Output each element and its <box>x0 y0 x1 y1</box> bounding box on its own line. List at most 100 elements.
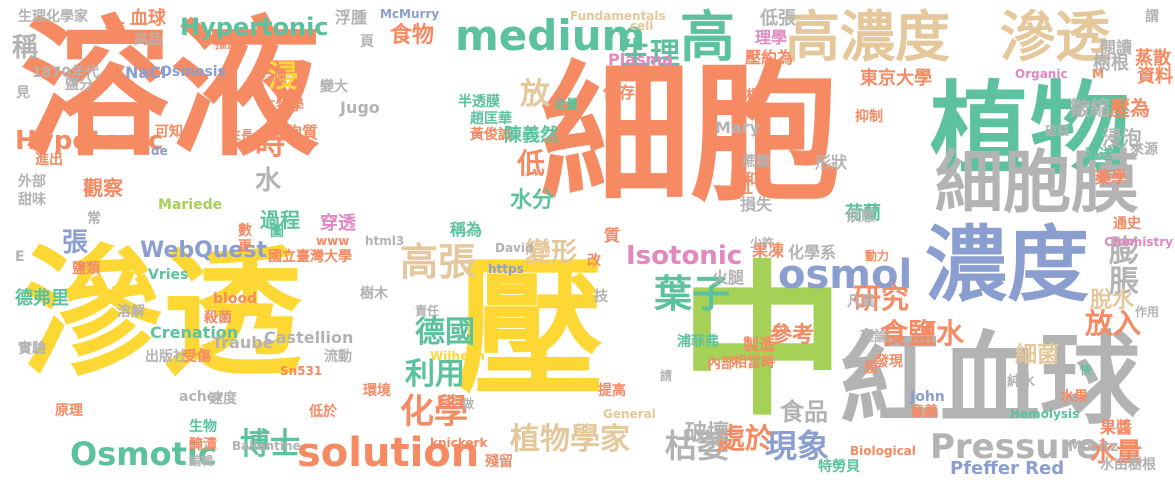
word-116: 浦菲弗 <box>677 334 719 350</box>
word-128: Moritz <box>1068 439 1119 455</box>
word-124: 環境 <box>363 383 391 399</box>
word-17: Isotonic <box>626 241 743 271</box>
word-74: Organic <box>1015 67 1068 81</box>
word-132: knickerk <box>430 436 488 450</box>
word-99: Mariede <box>158 197 223 213</box>
word-11: 高 <box>680 5 736 69</box>
word-90: 來源 <box>1130 142 1158 158</box>
word-71: 理學 <box>755 28 788 47</box>
word-13: osmol <box>778 252 913 298</box>
word-91: 蔗糖 <box>742 154 770 170</box>
word-30: 放入 <box>1085 307 1142 340</box>
word-114: 流動 <box>324 349 352 365</box>
word-7: 濃度 <box>925 218 1090 313</box>
word-54: 食物 <box>390 23 435 48</box>
word-22: 利用 <box>405 357 465 392</box>
word-188: de <box>151 144 168 158</box>
word-32: 細菌 <box>1015 343 1060 368</box>
word-28: 食鹽水 <box>880 317 965 350</box>
word-97: 觀察 <box>83 176 123 200</box>
word-93: 形狀 <box>815 153 848 172</box>
word-165: 推測 <box>215 37 240 51</box>
word-57: Plasma <box>608 50 673 69</box>
word-183: 數 <box>238 223 252 239</box>
word-181: 做 <box>462 397 475 411</box>
word-166: 定量 <box>554 97 579 111</box>
word-109: 樹木 <box>360 286 388 302</box>
word-18: 高張 <box>400 240 477 284</box>
word-106: 溶解 <box>117 304 145 320</box>
word-61: 高品 <box>134 32 162 48</box>
word-79: 生物學 <box>262 98 304 114</box>
word-72: 閱讀 <box>1100 38 1133 57</box>
word-135: General <box>603 407 656 421</box>
word-16: Pressure <box>930 427 1100 467</box>
word-64: McMurry <box>380 7 440 21</box>
word-133: 殘留 <box>485 454 513 470</box>
word-140: 醃漬 <box>189 437 217 453</box>
word-36: 生理 <box>620 37 680 72</box>
word-1: 細胞 <box>540 48 841 222</box>
word-141: 編輯 <box>189 454 214 468</box>
word-158: 責任 <box>415 304 440 318</box>
word-10: 滲透 <box>1000 5 1111 69</box>
word-174: 遠 <box>273 69 287 85</box>
word-70: 東京大學 <box>860 68 932 89</box>
word-101: 穿透 <box>320 213 356 234</box>
word-112: 出版社 <box>145 349 187 365</box>
word-77: 皺縮 <box>1070 96 1110 120</box>
word-111: 實驗 <box>18 341 46 357</box>
word-58: 生理化學家 <box>18 9 88 25</box>
word-102: 稱為 <box>450 220 483 239</box>
word-47: 食品 <box>780 398 828 426</box>
word-104: 國立臺灣大學 <box>268 249 352 265</box>
word-43: 放 <box>520 77 550 112</box>
word-171: 狀態 <box>847 209 875 225</box>
word-105: 德弗里 <box>15 288 69 309</box>
word-37: 時 <box>255 127 285 162</box>
word-15: Osmotic <box>70 435 217 473</box>
word-180: 改 <box>587 253 601 269</box>
word-98: 甜味 <box>18 192 46 208</box>
word-179: 質 <box>604 226 621 245</box>
word-118: 內部 <box>707 356 735 372</box>
word-127: 意義 <box>910 404 938 420</box>
word-94: 荷蘭 <box>845 203 881 224</box>
word-168: 動力 <box>865 249 890 263</box>
word-159: 鹽類 <box>72 261 100 277</box>
word-5: 植物 <box>930 71 1130 188</box>
word-185: 頁 <box>360 34 374 50</box>
word-134: Biological <box>850 444 916 458</box>
word-176: 常 <box>87 211 101 227</box>
word-162: acher <box>179 389 224 405</box>
word-9: 高濃度 <box>785 5 951 69</box>
word-82: 細胞質 <box>270 123 319 142</box>
word-160: 進出 <box>35 152 63 168</box>
word-154: www <box>316 234 350 248</box>
word-21: 德國 <box>415 315 475 350</box>
word-173: 快 <box>1080 363 1093 377</box>
word-46: 變形 <box>525 238 578 268</box>
word-130: 果醬 <box>1100 418 1133 437</box>
word-115: Wilhelm <box>430 349 485 363</box>
word-96: 外部 <box>18 174 46 190</box>
word-50: 破壞 <box>685 421 730 446</box>
word-45: 水分 <box>510 188 555 213</box>
word-6: 紅血球 <box>840 321 1140 438</box>
word-151: 保存 <box>603 83 636 102</box>
word-103: 化學系 <box>788 243 837 262</box>
word-78: 壓為 <box>1110 96 1150 120</box>
word-86: 陳義然 <box>504 125 558 146</box>
word-150: 培根 <box>732 88 760 104</box>
word-186: 技 <box>594 289 608 305</box>
word-110: Traube <box>212 333 274 352</box>
word-178: 紅 <box>737 178 754 197</box>
word-155: html3 <box>365 234 405 248</box>
word-56: Osmosis <box>160 64 226 80</box>
word-4: 中 <box>680 246 845 438</box>
word-123: 水果 <box>1060 389 1088 405</box>
word-55: NaCl <box>125 63 167 82</box>
word-40: 過程 <box>260 208 300 232</box>
word-129: 特勞貝 <box>818 459 860 475</box>
